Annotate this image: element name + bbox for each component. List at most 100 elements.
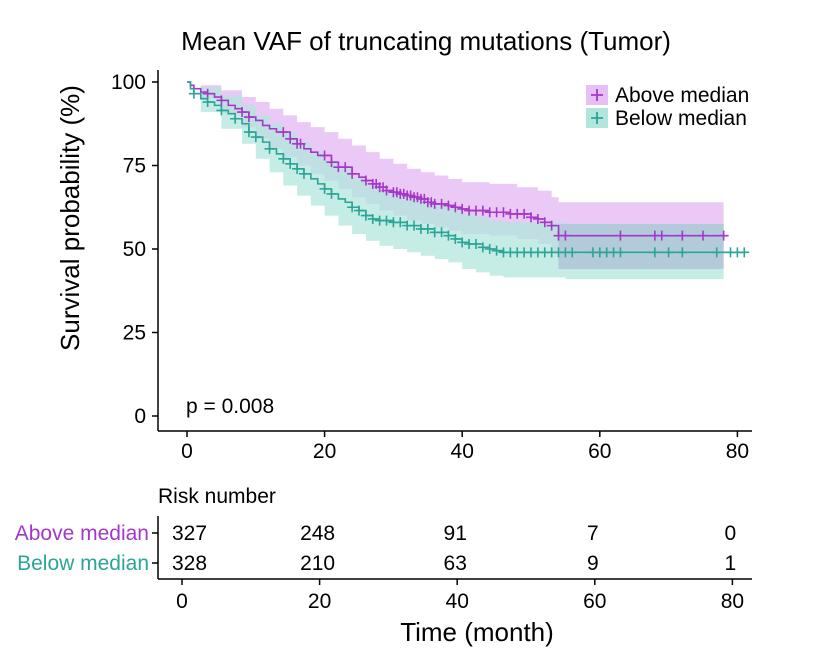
x-tick-label: 40: [451, 440, 474, 463]
censor-mark-above-median: [546, 220, 557, 231]
censor-mark-below-median: [278, 153, 289, 164]
y-tick-label: 25: [123, 322, 146, 345]
censor-mark-below-median: [409, 220, 420, 231]
y-tick-label: 50: [123, 238, 146, 261]
censor-mark-above-median: [677, 230, 688, 241]
censor-mark-above-median: [237, 107, 248, 118]
censor-mark-below-median: [422, 223, 433, 234]
ci-band-above-median: [187, 82, 724, 269]
censor-mark-above-median: [243, 112, 254, 123]
censor-mark-below-median: [457, 237, 468, 248]
censor-mark-below-median: [567, 247, 578, 258]
plot-area: [187, 81, 750, 280]
censor-mark-below-median: [230, 113, 241, 124]
x-axis-label: Time (month): [400, 617, 554, 647]
censor-mark-above-median: [347, 168, 358, 179]
censor-mark-above-median: [381, 185, 392, 196]
censor-mark-below-median: [367, 213, 378, 224]
censor-marks: [188, 88, 750, 258]
risk-count-above-median: 248: [300, 522, 335, 545]
risk-x-tick-label: 0: [176, 590, 188, 613]
censor-mark-below-median: [319, 183, 330, 194]
censor-mark-below-median: [292, 163, 303, 174]
legend-marker-below-median: [591, 112, 603, 124]
censor-mark-below-median: [298, 168, 309, 179]
risk-x-tick-label: 80: [721, 590, 744, 613]
x-tick-label: 60: [588, 440, 611, 463]
risk-count-below-median: 1: [725, 552, 737, 575]
y-axis-label: Survival probability (%): [55, 85, 85, 351]
censor-mark-below-median: [360, 210, 371, 221]
censor-mark-below-median: [491, 245, 502, 256]
risk-row-label-above-median: Above median: [15, 522, 149, 545]
x-tick-label: 80: [726, 440, 749, 463]
censor-mark-above-median: [450, 202, 461, 213]
censor-mark-below-median: [649, 247, 660, 258]
censor-mark-below-median: [615, 247, 626, 258]
p-value-label: p = 0.008: [186, 395, 274, 418]
risk-count-above-median: 0: [725, 522, 737, 545]
censor-mark-below-median: [477, 242, 488, 253]
censor-mark-above-median: [539, 217, 550, 228]
censor-mark-above-median: [278, 127, 289, 138]
censor-mark-above-median: [498, 207, 509, 218]
censor-mark-below-median: [450, 233, 461, 244]
censor-mark-above-median: [532, 213, 543, 224]
risk-x-tick-label: 40: [446, 590, 469, 613]
censor-mark-above-median: [698, 230, 708, 241]
censor-mark-below-median: [381, 215, 392, 226]
censor-mark-above-median: [436, 198, 447, 209]
censor-mark-above-median: [477, 205, 488, 216]
censor-mark-above-median: [326, 157, 337, 168]
risk-count-above-median: 7: [587, 522, 599, 545]
y-tick-label: 100: [111, 71, 146, 94]
censor-mark-above-median: [285, 133, 296, 144]
censor-mark-above-median: [295, 138, 306, 149]
ci-overlap-region: [558, 223, 724, 270]
legend-label-above-median: Above median: [615, 84, 749, 107]
risk-count-above-median: 327: [172, 522, 207, 545]
legend-label-below-median: Below median: [615, 107, 747, 130]
censor-mark-below-median: [326, 188, 337, 199]
risk-count-below-median: 328: [172, 552, 207, 575]
y-tick-label: 0: [134, 405, 146, 428]
censor-mark-below-median: [443, 230, 454, 241]
censor-mark-above-median: [615, 230, 626, 241]
confidence-bands: [187, 82, 724, 280]
risk-count-below-median: 9: [587, 552, 599, 575]
censor-mark-below-median: [250, 132, 261, 143]
censor-mark-below-median: [264, 143, 275, 154]
y-tick-label: 75: [123, 155, 146, 178]
censor-mark-above-median: [360, 175, 371, 186]
censor-mark-below-median: [354, 205, 364, 216]
censor-mark-above-median: [560, 230, 571, 241]
censor-mark-above-median: [526, 212, 536, 223]
risk-table-axes: 0 20 40 60 80: [152, 516, 752, 613]
risk-count-above-median: 91: [444, 522, 467, 545]
risk-count-below-median: 210: [300, 552, 335, 575]
censor-mark-above-median: [443, 200, 454, 211]
censor-mark-below-median: [484, 244, 495, 254]
censor-mark-below-median: [395, 217, 406, 228]
censor-mark-above-median: [718, 230, 729, 241]
risk-x-tick-label: 60: [583, 590, 606, 613]
main-axes: 0 25 50 75 100 0 20 40 60 80: [111, 70, 752, 463]
censor-mark-above-median: [457, 203, 468, 214]
risk-count-below-median: 63: [444, 552, 467, 575]
censor-mark-below-median: [347, 202, 358, 213]
censor-mark-below-median: [739, 247, 750, 258]
censor-mark-below-median: [663, 247, 674, 258]
chart-title: Mean VAF of truncating mutations (Tumor): [181, 26, 671, 56]
censor-mark-below-median: [202, 97, 213, 108]
censor-mark-above-median: [519, 208, 530, 219]
censor-mark-below-median: [216, 105, 227, 116]
risk-row-label-below-median: Below median: [17, 552, 149, 575]
risk-x-tick-label: 20: [308, 590, 331, 613]
censor-mark-above-median: [202, 88, 213, 99]
censor-mark-below-median: [470, 238, 481, 249]
censor-mark-below-median: [711, 247, 722, 258]
censor-mark-below-median: [243, 127, 254, 138]
